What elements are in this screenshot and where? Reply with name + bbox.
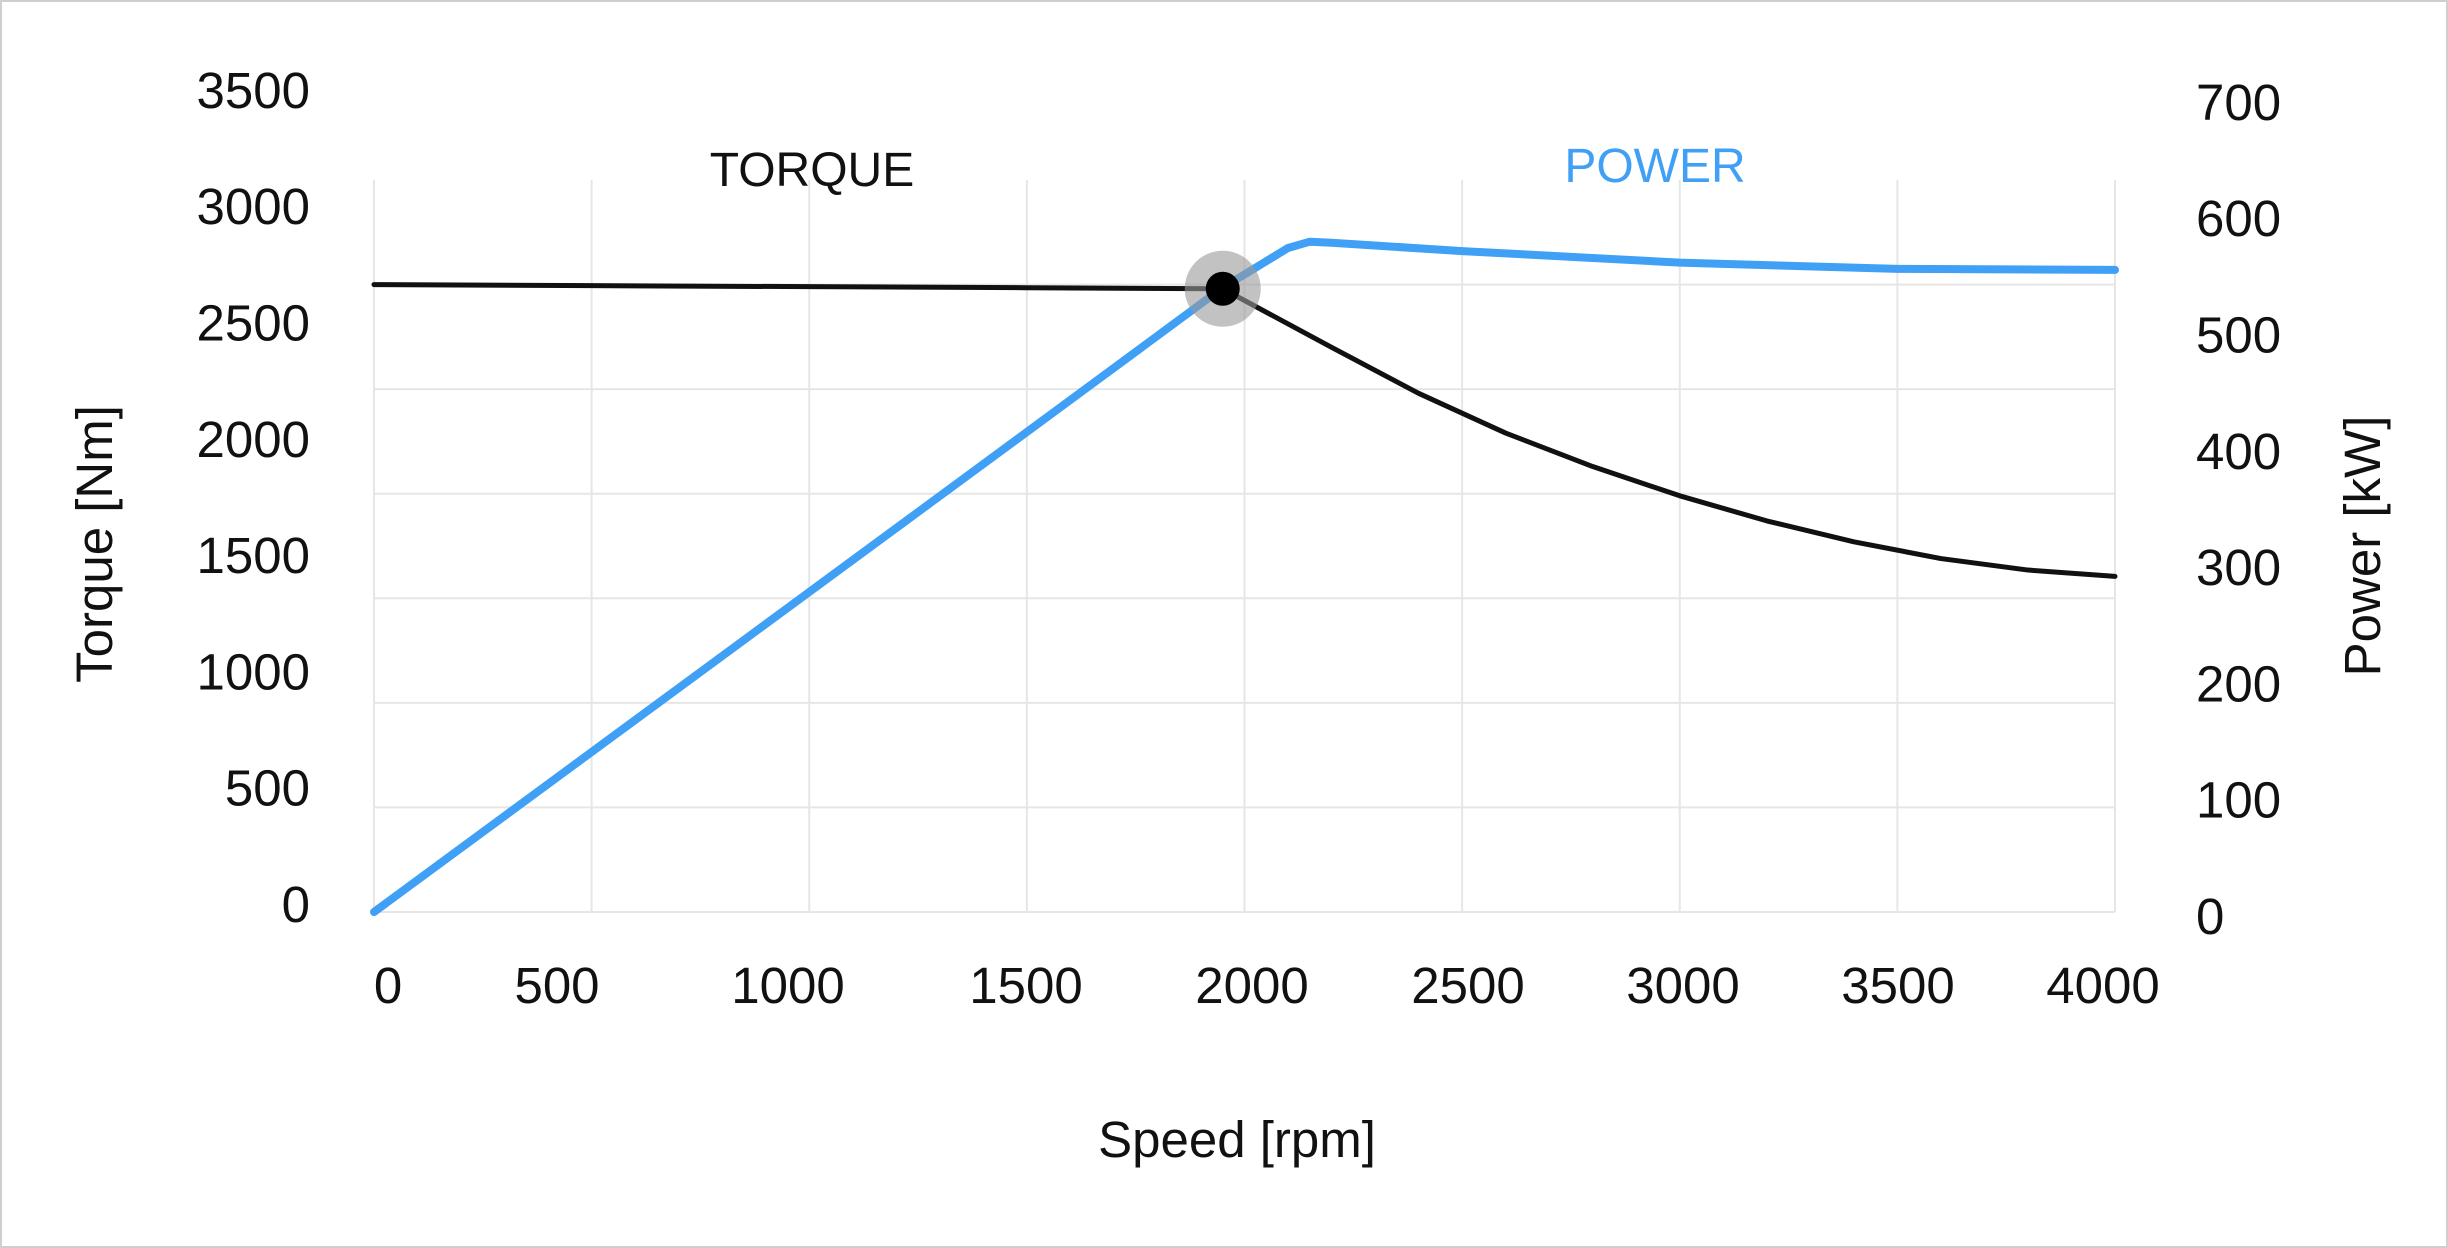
power-line xyxy=(370,237,2119,916)
right-tick-label: 700 xyxy=(2196,74,2281,131)
series-lines xyxy=(370,237,2119,916)
x-tick-label: 1000 xyxy=(731,957,844,1014)
left-tick-label: 1500 xyxy=(197,527,310,584)
marker-dot xyxy=(1205,271,1240,306)
left-axis-label: Torque [Nm] xyxy=(66,405,123,683)
left-tick-label: 2500 xyxy=(197,295,310,352)
x-tick-label: 2000 xyxy=(1195,957,1308,1014)
left-tick-label: 500 xyxy=(225,760,310,817)
left-tick-label: 0 xyxy=(282,876,310,933)
torque-series-label: TORQUE xyxy=(710,144,914,197)
right-axis-label: Power [kW] xyxy=(2334,416,2391,677)
right-tick-label: 500 xyxy=(2196,307,2281,364)
x-axis-ticks: 0 500 1000 1500 2000 2500 3000 3500 4000 xyxy=(374,957,2160,1014)
right-tick-label: 300 xyxy=(2196,539,2281,596)
right-tick-label: 200 xyxy=(2196,655,2281,712)
left-axis-ticks: 0 500 1000 1500 2000 2500 3000 3500 xyxy=(197,62,310,933)
intersection-marker xyxy=(1184,250,1261,327)
torque-line xyxy=(371,282,2118,579)
x-tick-label: 1500 xyxy=(969,957,1082,1014)
series-labels: TORQUE POWER xyxy=(710,140,1746,197)
x-tick-label: 500 xyxy=(514,957,599,1014)
right-tick-label: 400 xyxy=(2196,423,2281,480)
x-axis-label: Speed [rpm] xyxy=(1098,1111,1376,1168)
x-tick-label: 4000 xyxy=(2046,957,2159,1014)
right-tick-label: 600 xyxy=(2196,190,2281,247)
right-axis-ticks: 0 100 200 300 400 500 600 700 xyxy=(2196,74,2281,945)
left-tick-label: 3000 xyxy=(197,178,310,235)
right-tick-label: 100 xyxy=(2196,772,2281,829)
left-tick-label: 1000 xyxy=(197,643,310,700)
left-tick-label: 2000 xyxy=(197,411,310,468)
x-tick-label: 0 xyxy=(374,957,402,1014)
x-tick-label: 3500 xyxy=(1841,957,1954,1014)
left-tick-label: 3500 xyxy=(197,62,310,119)
right-tick-label: 0 xyxy=(2196,888,2224,945)
x-tick-label: 2500 xyxy=(1411,957,1524,1014)
x-tick-label: 3000 xyxy=(1626,957,1739,1014)
grid xyxy=(373,180,2116,913)
power-series-label: POWER xyxy=(1564,140,1745,193)
